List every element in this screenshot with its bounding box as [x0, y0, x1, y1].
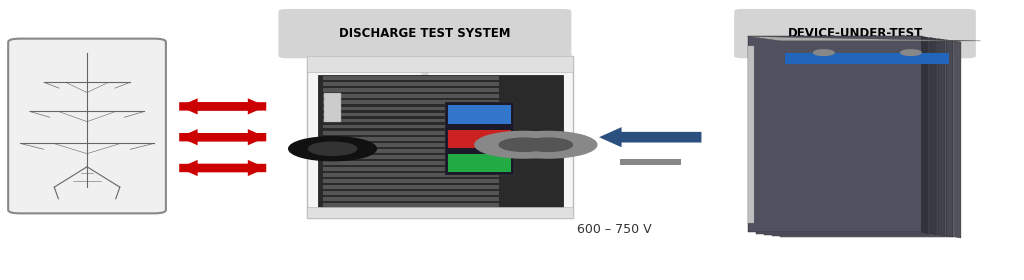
Text: DISCHARGE TEST SYSTEM: DISCHARGE TEST SYSTEM	[339, 27, 511, 40]
FancyBboxPatch shape	[324, 93, 341, 122]
Polygon shape	[407, 55, 443, 78]
FancyBboxPatch shape	[772, 40, 946, 236]
FancyBboxPatch shape	[447, 105, 511, 123]
FancyBboxPatch shape	[323, 167, 499, 171]
Polygon shape	[179, 160, 266, 176]
FancyBboxPatch shape	[323, 94, 499, 98]
Polygon shape	[954, 41, 961, 238]
FancyBboxPatch shape	[323, 119, 499, 122]
Circle shape	[523, 138, 572, 151]
Polygon shape	[179, 98, 266, 115]
Polygon shape	[599, 127, 701, 147]
Circle shape	[289, 137, 377, 161]
Text: DEVICE-UNDER-TEST: DEVICE-UNDER-TEST	[787, 27, 923, 40]
FancyBboxPatch shape	[323, 76, 499, 80]
Circle shape	[500, 131, 597, 158]
Polygon shape	[930, 38, 936, 235]
FancyBboxPatch shape	[780, 41, 954, 237]
FancyBboxPatch shape	[323, 137, 499, 141]
FancyBboxPatch shape	[764, 39, 938, 235]
Polygon shape	[922, 36, 928, 234]
FancyBboxPatch shape	[756, 47, 762, 224]
Polygon shape	[946, 40, 952, 237]
Polygon shape	[179, 98, 266, 115]
FancyBboxPatch shape	[323, 197, 499, 201]
FancyBboxPatch shape	[279, 9, 571, 58]
Circle shape	[500, 138, 548, 151]
FancyBboxPatch shape	[323, 155, 499, 159]
FancyBboxPatch shape	[307, 207, 573, 218]
FancyBboxPatch shape	[323, 125, 499, 129]
FancyBboxPatch shape	[323, 88, 499, 92]
FancyBboxPatch shape	[323, 113, 499, 116]
Polygon shape	[179, 129, 266, 145]
Circle shape	[308, 142, 356, 155]
Circle shape	[475, 131, 572, 158]
FancyBboxPatch shape	[323, 149, 499, 153]
FancyBboxPatch shape	[323, 106, 499, 110]
Polygon shape	[748, 36, 981, 41]
Polygon shape	[938, 39, 944, 236]
FancyBboxPatch shape	[447, 154, 511, 172]
Circle shape	[813, 50, 834, 55]
FancyBboxPatch shape	[785, 53, 949, 64]
Polygon shape	[837, 55, 873, 78]
FancyBboxPatch shape	[323, 82, 499, 86]
FancyBboxPatch shape	[323, 191, 499, 195]
FancyBboxPatch shape	[445, 102, 514, 175]
FancyBboxPatch shape	[323, 143, 499, 147]
FancyBboxPatch shape	[447, 130, 511, 148]
FancyBboxPatch shape	[323, 161, 499, 165]
FancyBboxPatch shape	[748, 46, 754, 223]
FancyBboxPatch shape	[756, 38, 930, 234]
Polygon shape	[179, 129, 266, 145]
FancyBboxPatch shape	[307, 56, 573, 72]
FancyBboxPatch shape	[620, 159, 681, 165]
Circle shape	[901, 50, 922, 55]
FancyBboxPatch shape	[323, 185, 499, 189]
FancyBboxPatch shape	[764, 48, 770, 225]
Polygon shape	[179, 160, 266, 176]
FancyBboxPatch shape	[323, 101, 499, 104]
FancyBboxPatch shape	[323, 179, 499, 183]
FancyBboxPatch shape	[323, 173, 499, 177]
FancyBboxPatch shape	[734, 9, 976, 58]
FancyBboxPatch shape	[323, 203, 499, 207]
FancyBboxPatch shape	[772, 50, 778, 226]
FancyBboxPatch shape	[307, 56, 573, 218]
FancyBboxPatch shape	[8, 39, 166, 213]
FancyBboxPatch shape	[317, 76, 563, 209]
Text: 600 – 750 V: 600 – 750 V	[578, 223, 651, 236]
FancyBboxPatch shape	[748, 36, 922, 232]
FancyBboxPatch shape	[323, 131, 499, 134]
